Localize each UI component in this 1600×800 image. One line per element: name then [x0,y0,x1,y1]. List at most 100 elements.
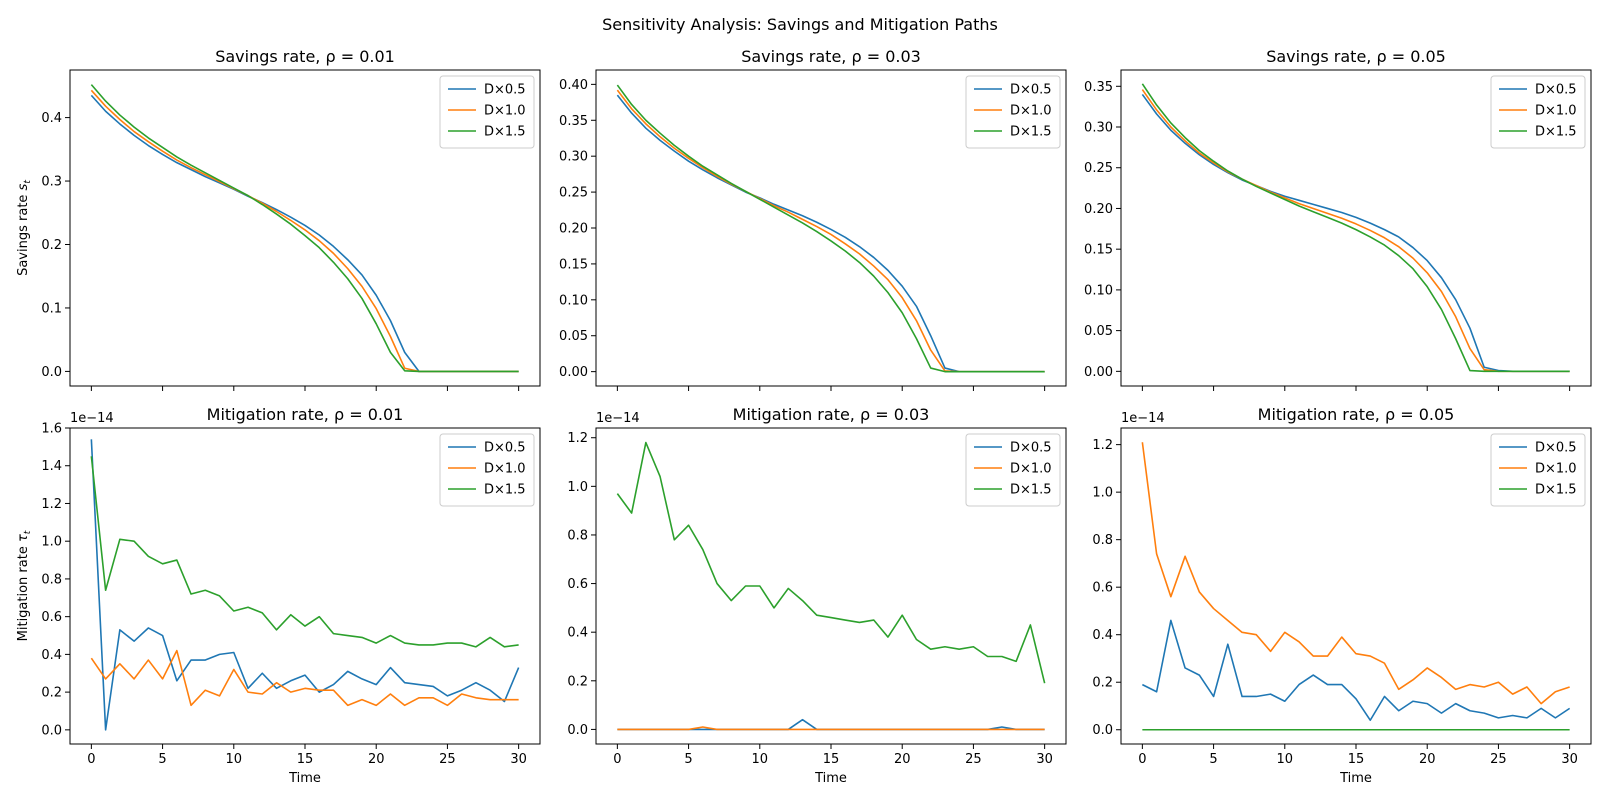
y-tick-label: 1.2 [1092,438,1113,453]
subplot-1: Savings rate, ρ = 0.01 0.0 0.1 0.2 0.3 0.4 Sav… [16,47,541,391]
x-axis-label: Time [288,771,321,786]
legend-label: D×1.5 [1535,125,1577,140]
series-line-D×0.5 [1141,93,1570,373]
legend-label: D×1.5 [484,483,526,498]
subplot-title: Savings rate, ρ = 0.05 [1266,47,1446,66]
series-line-D×0.5 [1142,619,1571,722]
y-offset-label: 1e−14 [1121,411,1165,426]
series-line-D×1.5 [616,441,1046,684]
legend-box [439,75,535,149]
y-tick-label: 1.0 [41,535,62,550]
legend-label: D×1.0 [1010,462,1052,477]
y-tick-label: 0.00 [559,365,588,380]
subplot-title: Savings rate, ρ = 0.01 [215,47,395,66]
x-tick-label: 15 [1348,752,1365,767]
x-tick-label: 20 [1419,752,1436,767]
y-tick-label: 0.20 [559,222,588,237]
legend: D×0.5 D×1.0 D×1.5 [965,75,1061,149]
x-tick-label: 20 [894,752,911,767]
y-tick-label: 0.10 [1084,283,1113,298]
y-tick-label: 0.3 [41,175,62,190]
series-line-D×0.5 [90,439,520,731]
x-tick-label: 15 [297,752,314,767]
y-tick-label: 0.0 [41,365,62,380]
legend-label: D×0.5 [1535,83,1577,98]
y-tick-label: 1.2 [567,431,588,446]
y-tick-label: 0.6 [41,610,62,625]
legend: D×0.5 D×1.0 D×1.5 [439,433,535,507]
y-offset-label: 1e−14 [70,411,114,426]
x-tick-label: 10 [226,752,243,767]
y-tick-label: 1.2 [41,497,62,512]
legend-label: D×1.0 [484,104,526,119]
y-axis-label: Savings rate st [16,180,33,276]
legend-label: D×1.0 [1535,462,1577,477]
series-line-D×1.5 [616,84,1045,373]
legend-label: D×1.5 [484,125,526,140]
x-tick-label: 30 [1561,752,1578,767]
subplot-title: Mitigation rate, ρ = 0.01 [207,405,404,424]
y-tick-label: 0.6 [1092,581,1113,596]
legend-label: D×0.5 [1535,441,1577,456]
legend-box [1490,75,1586,149]
x-tick-label: 0 [87,752,95,767]
x-tick-label: 5 [684,752,692,767]
y-tick-label: 0.4 [41,111,62,126]
subplot-5: Mitigation rate, ρ = 0.03 0 5 10 15 20 25 30 0.0… [567,405,1067,786]
legend: D×0.5 D×1.0 D×1.5 [1490,75,1586,149]
legend: D×0.5 D×1.0 D×1.5 [1490,433,1586,507]
y-tick-label: 0.8 [41,572,62,587]
x-tick-label: 15 [823,752,840,767]
x-tick-label: 10 [752,752,769,767]
y-tick-label: 1.0 [567,480,588,495]
y-tick-label: 0.2 [41,238,62,253]
y-tick-label: 0.15 [559,257,588,272]
y-tick-label: 0.15 [1084,243,1113,258]
legend-label: D×0.5 [1010,441,1052,456]
legend-label: D×1.5 [1010,483,1052,498]
y-tick-label: 0.40 [559,78,588,93]
y-tick-label: 0.2 [41,686,62,701]
x-tick-label: 5 [158,752,166,767]
series-line-D×1.0 [617,726,1045,731]
subplot-3: Savings rate, ρ = 0.05 0.00 0.05 0.10 0.15 0.… [1084,47,1592,391]
y-tick-label: 0.25 [559,186,588,201]
legend-label: D×0.5 [484,83,526,98]
legend: D×0.5 D×1.0 D×1.5 [439,75,535,149]
panels: Savings rate, ρ = 0.01 0.0 0.1 0.2 0.3 0.4 Sav… [16,47,1592,786]
x-axis-label: Time [1339,771,1372,786]
x-tick-label: 5 [1209,752,1217,767]
y-tick-label: 0.4 [567,626,588,641]
y-tick-label: 0.20 [1084,202,1113,217]
x-tick-label: 0 [613,752,621,767]
legend-label: D×0.5 [484,441,526,456]
legend-box [965,433,1061,507]
x-tick-label: 0 [1138,752,1146,767]
series-line-D×1.0 [90,649,519,707]
series-line-D×1.5 [90,456,519,648]
legend-label: D×0.5 [1010,83,1052,98]
x-tick-label: 30 [510,752,527,767]
y-tick-label: 0.1 [41,301,62,316]
legend-box [439,433,535,507]
x-axis-label: Time [814,771,847,786]
legend-box [965,75,1061,149]
x-tick-label: 10 [1277,752,1294,767]
x-tick-label: 25 [439,752,456,767]
y-tick-label: 0.6 [567,577,588,592]
y-tick-label: 0.4 [41,648,62,663]
legend-label: D×1.5 [1535,483,1577,498]
y-tick-label: 0.00 [1084,365,1113,380]
y-tick-label: 0.05 [1084,324,1113,339]
y-tick-label: 1.6 [41,422,62,437]
y-tick-label: 1.0 [1092,486,1113,501]
y-tick-label: 0.0 [41,723,62,738]
series-line-D×1.0 [1141,442,1570,705]
legend-label: D×1.0 [484,462,526,477]
subplot-2: Savings rate, ρ = 0.03 0.00 0.05 0.10 0.15 0.… [559,47,1067,391]
series-line-D×1.5 [1141,83,1570,373]
x-tick-label: 25 [965,752,982,767]
y-tick-label: 0.25 [1084,161,1113,176]
